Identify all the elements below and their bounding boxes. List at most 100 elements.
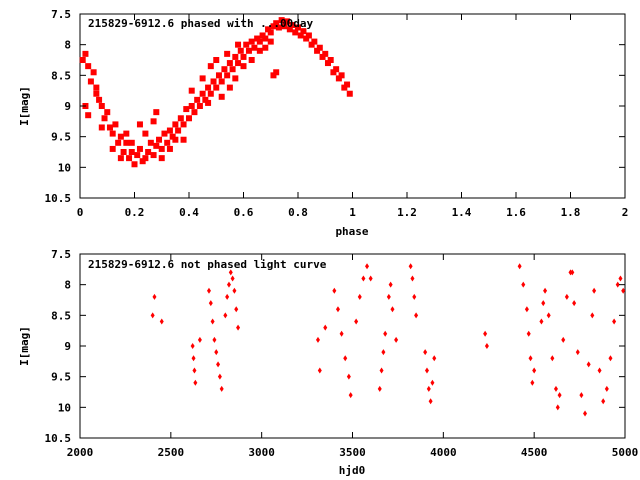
- phased-data-point: [243, 41, 250, 48]
- unphased-data-point: [597, 367, 602, 374]
- unphased-data-point: [579, 392, 584, 399]
- phased-data-point: [147, 139, 154, 146]
- unphased-data-point: [390, 306, 395, 313]
- phased-panel-title: 215829-6912.6 phased with ...00day: [88, 17, 314, 30]
- phased-data-point: [156, 136, 163, 143]
- phased-x-tick-label: 0.4: [179, 206, 199, 219]
- unphased-data-point: [343, 355, 348, 362]
- unphased-data-point: [386, 293, 391, 300]
- unphased-data-point: [550, 355, 555, 362]
- phased-data-point: [150, 152, 157, 159]
- unphased-data-point: [561, 336, 566, 343]
- phased-data-point: [79, 57, 86, 63]
- phased-data-point: [335, 75, 342, 82]
- phased-y-tick-label: 9: [64, 100, 71, 113]
- phased-data-point: [218, 78, 225, 85]
- unphased-x-axis-label: hjd0: [339, 464, 366, 477]
- phased-data-point: [210, 78, 217, 85]
- phased-data-point: [232, 53, 239, 60]
- phased-data-point: [98, 103, 105, 109]
- unphased-x-tick-label: 2500: [158, 446, 185, 459]
- phased-data-point: [85, 63, 92, 70]
- phased-data-point: [128, 149, 135, 155]
- unphased-data-point: [530, 379, 535, 386]
- phased-data-point: [205, 99, 212, 106]
- unphased-data-point: [524, 306, 529, 313]
- phased-y-tick-label: 10: [58, 161, 71, 174]
- unphased-data-point: [225, 293, 230, 300]
- unphased-data-point: [216, 361, 221, 368]
- phased-data-point: [194, 96, 201, 103]
- unphased-data-point: [621, 287, 626, 294]
- phased-data-point: [281, 23, 288, 30]
- phased-data-point: [289, 22, 296, 29]
- phased-data-point: [245, 47, 252, 54]
- unphased-y-tick-label: 9.5: [51, 371, 71, 384]
- phased-data-point: [153, 142, 160, 149]
- phased-data-point: [229, 66, 236, 73]
- phased-data-point: [166, 145, 173, 152]
- phased-data-point: [175, 127, 182, 134]
- phased-data-point: [126, 155, 133, 162]
- unphased-data-point: [423, 349, 428, 356]
- phased-x-tick-label: 1.2: [397, 206, 417, 219]
- unphased-data-point: [219, 385, 224, 392]
- phased-x-axis-label: phase: [335, 225, 368, 238]
- phased-data-point: [199, 75, 206, 82]
- phased-data-point: [215, 72, 222, 79]
- unphased-x-tick-label: 3000: [248, 446, 275, 459]
- phased-data-point: [273, 20, 280, 27]
- unphased-data-point: [361, 275, 366, 282]
- phased-y-tick-label: 8.5: [51, 69, 71, 82]
- phased-data-point: [314, 47, 321, 54]
- phased-data-point: [169, 133, 176, 140]
- unphased-data-point: [377, 385, 382, 392]
- unphased-data-point: [206, 287, 211, 294]
- unphased-y-tick-label: 10: [58, 401, 71, 414]
- unphased-data-point: [410, 275, 415, 282]
- phased-x-tick-label: 1.4: [452, 206, 472, 219]
- phased-data-point: [87, 78, 94, 85]
- phased-y-tick-label: 10.5: [45, 192, 72, 205]
- phased-data-point: [128, 139, 135, 146]
- unphased-x-tick-label: 4500: [521, 446, 548, 459]
- unphased-data-point: [592, 287, 597, 294]
- phased-data-point: [177, 115, 184, 122]
- phased-data-point: [284, 18, 291, 25]
- unphased-data-point: [357, 293, 362, 300]
- unphased-data-point: [546, 312, 551, 319]
- phased-data-point: [322, 50, 329, 57]
- unphased-data-point: [521, 281, 526, 288]
- phased-plot-frame: [79, 13, 626, 199]
- unphased-data-point: [526, 330, 531, 337]
- phased-data-point: [82, 50, 89, 57]
- phased-data-point: [235, 41, 242, 48]
- phased-data-point: [188, 87, 195, 94]
- phased-x-ticks: 0 0.2 0.4 0.6 0.8 1 1.2 1.4 1.6 1.8 2: [77, 14, 628, 219]
- phased-data-point: [117, 155, 124, 162]
- unphased-data-point: [553, 385, 558, 392]
- unphased-data-point: [572, 300, 577, 307]
- unphased-data-point: [212, 336, 217, 343]
- phased-data-point: [139, 158, 146, 165]
- phased-data-point: [142, 130, 149, 137]
- unphased-data-point: [570, 269, 575, 276]
- phased-data-point: [166, 127, 173, 134]
- phased-data-point: [104, 109, 111, 116]
- unphased-data-point: [317, 367, 322, 374]
- phased-data-point: [240, 53, 247, 60]
- unphased-data-point: [323, 324, 328, 331]
- unphased-data-point: [575, 349, 580, 356]
- phased-data-point: [101, 115, 108, 122]
- unphased-data-point: [428, 398, 433, 405]
- unphased-data-point: [539, 318, 544, 325]
- phased-data-point: [109, 145, 116, 152]
- phased-data-point: [262, 44, 269, 51]
- unphased-data-point: [346, 373, 351, 380]
- phased-data-point: [270, 72, 277, 79]
- unphased-data-point: [388, 281, 393, 288]
- phased-y-tick-label: 7.5: [51, 8, 71, 21]
- unphased-data-point: [555, 404, 560, 411]
- phased-data-point: [265, 26, 272, 33]
